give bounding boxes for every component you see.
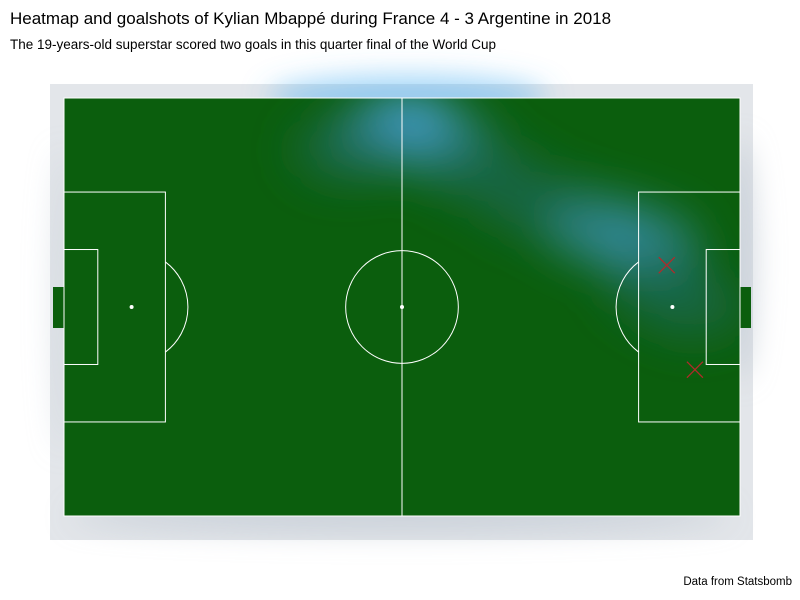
center-circle (345, 250, 459, 364)
left-penalty-spot (129, 305, 134, 309)
left-goal (53, 287, 64, 328)
left-penalty-arc (165, 261, 189, 353)
heatmap-layer (290, 98, 740, 341)
shots-layer (658, 256, 704, 379)
left-six-yard-box (63, 249, 99, 365)
shot-marker (658, 256, 676, 274)
pitch-markings (63, 97, 741, 517)
heat-blob (639, 273, 740, 341)
right-penalty-arc (615, 261, 639, 353)
chart-subtitle: The 19-years-old superstar scored two go… (10, 37, 496, 52)
shot-marker (686, 361, 704, 379)
center-spot (400, 305, 404, 309)
heat-blob (290, 116, 401, 185)
right-six-yard-box (705, 249, 741, 365)
shot-marker-stroke (658, 256, 676, 274)
shot-marker-stroke (686, 361, 704, 379)
chart-title: Heatmap and goalshots of Kylian Mbappé d… (10, 9, 612, 28)
right-penalty-spot (670, 305, 675, 309)
right-goal (740, 287, 751, 328)
data-source-caption: Data from Statsbomb (683, 576, 792, 588)
